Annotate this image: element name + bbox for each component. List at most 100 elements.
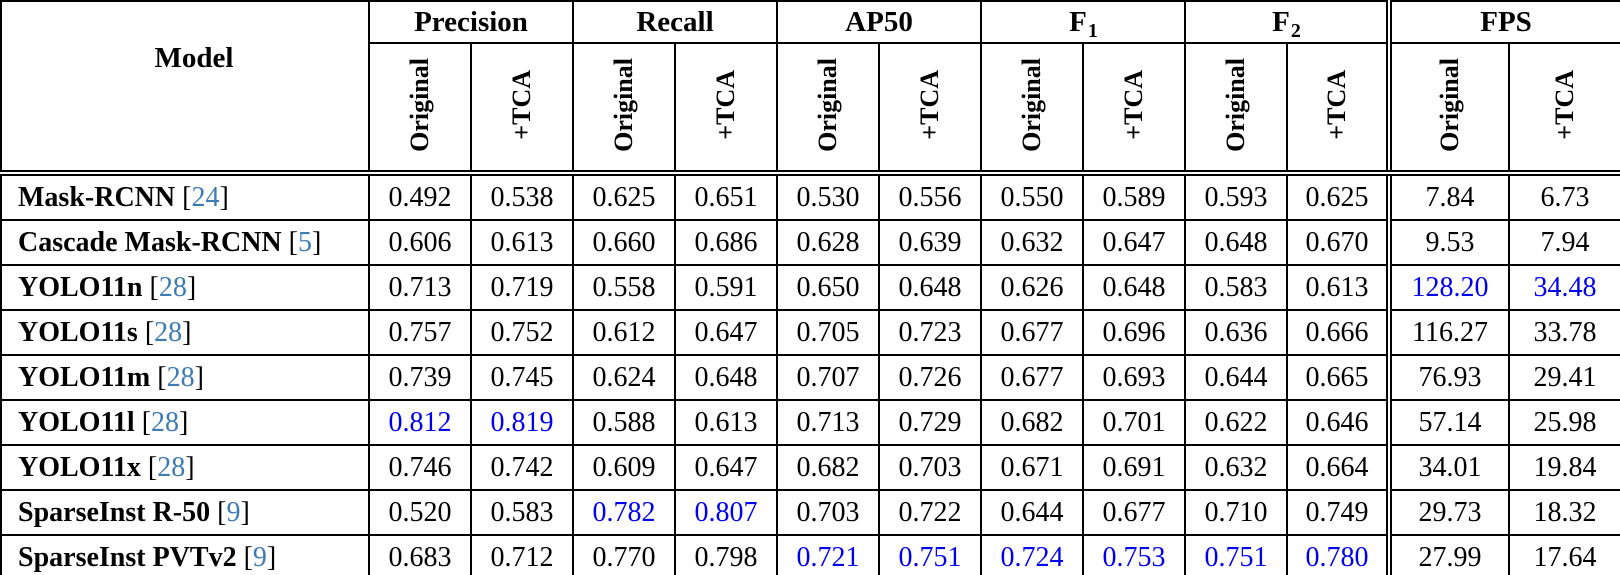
subheader-f2-tca: +TCA — [1286, 42, 1391, 176]
model-column-header: Model — [0, 0, 370, 176]
metric-value-cell: 0.626 — [980, 264, 1085, 311]
group-header-ap50: AP50 — [775, 0, 983, 44]
metric-value-cell: 0.683 — [368, 534, 472, 575]
table-row: YOLO11x [28] 0.746 0.742 0.609 0.647 0.682 0.7… — [0, 444, 1620, 491]
citation-link[interactable]: 28 — [157, 451, 186, 483]
metric-value-cell: 57.14 — [1386, 399, 1511, 446]
metric-value-cell: 0.686 — [674, 219, 778, 266]
citation-link[interactable]: 28 — [151, 406, 180, 438]
metric-value-cell: 0.726 — [877, 354, 983, 401]
header-group-row: Model Precision Recall AP50 F1 F2 FPS — [0, 0, 1620, 176]
metric-value-cell: 0.639 — [877, 219, 983, 266]
metric-value-cell: 0.644 — [1184, 354, 1289, 401]
metric-value-cell: 0.713 — [776, 399, 880, 446]
model-name: YOLO11m — [18, 361, 151, 393]
metric-value-cell: 0.646 — [1286, 399, 1391, 446]
subheader-precision-original: Original — [368, 42, 472, 176]
model-name-cell: YOLO11s [28] — [0, 309, 370, 356]
results-table-body: Mask-RCNN [24] 0.492 0.538 0.625 0.651 0.530 0… — [0, 172, 1620, 575]
rotated-label-original: Original — [405, 57, 434, 152]
metric-value-cell: 9.53 — [1386, 219, 1511, 266]
citation-link[interactable]: 28 — [166, 361, 195, 393]
metric-value-cell: 0.719 — [470, 264, 574, 311]
metric-value-cell: 0.677 — [1082, 489, 1187, 536]
model-name: YOLO11n — [18, 271, 143, 303]
group-header-subscript: 1 — [1087, 19, 1098, 42]
metric-value-cell: 0.703 — [877, 444, 983, 491]
metric-value-cell: 7.94 — [1508, 219, 1620, 266]
citation-link[interactable]: 24 — [191, 181, 220, 213]
table-row: YOLO11s [28] 0.757 0.752 0.612 0.647 0.705 0.7… — [0, 309, 1620, 356]
subheader-recall-original: Original — [572, 42, 676, 176]
metric-value-cell: 33.78 — [1508, 309, 1620, 356]
citation-link[interactable]: 9 — [252, 541, 267, 573]
metric-value-cell: 0.591 — [674, 264, 778, 311]
rotated-label-tca: +TCA — [507, 69, 536, 140]
citation-link[interactable]: 5 — [297, 226, 312, 258]
model-column-label: Model — [154, 41, 234, 74]
metric-value-cell: 0.622 — [1184, 399, 1289, 446]
metric-value-cell: 0.712 — [470, 534, 574, 575]
metric-value-cell: 0.739 — [368, 354, 472, 401]
metric-value-cell: 0.628 — [776, 219, 880, 266]
subheader-f1-original: Original — [980, 42, 1085, 176]
metric-value-cell: 0.613 — [1286, 264, 1391, 311]
subheader-precision-tca: +TCA — [470, 42, 574, 176]
metric-value-cell: 0.798 — [674, 534, 778, 575]
metric-value-cell: 17.64 — [1508, 534, 1620, 575]
metric-value-cell: 29.73 — [1386, 489, 1511, 536]
model-name-cell: Cascade Mask-RCNN [5] — [0, 219, 370, 266]
metric-value-cell: 0.751 — [1184, 534, 1289, 575]
metric-value-cell: 0.665 — [1286, 354, 1391, 401]
model-name: YOLO11x — [18, 451, 141, 483]
metric-value-cell: 0.648 — [1184, 219, 1289, 266]
table-row: SparseInst PVTv2 [9] 0.683 0.712 0.770 0.798… — [0, 534, 1620, 575]
metric-value-cell: 34.01 — [1386, 444, 1511, 491]
rotated-label-original: Original — [1017, 57, 1047, 152]
metric-value-cell: 0.624 — [572, 354, 676, 401]
metric-value-cell: 0.707 — [776, 354, 880, 401]
metric-value-cell: 0.677 — [980, 309, 1085, 356]
metric-value-cell: 0.721 — [776, 534, 880, 575]
table-row: YOLO11m [28] 0.739 0.745 0.624 0.648 0.707 0.7… — [0, 354, 1620, 401]
metric-value-cell: 18.32 — [1508, 489, 1620, 536]
metric-value-cell: 0.691 — [1082, 444, 1187, 491]
subheader-f1-tca: +TCA — [1082, 42, 1187, 176]
rotated-label-original: Original — [609, 57, 638, 152]
table-row: YOLO11l [28] 0.812 0.819 0.588 0.613 0.713 0.7… — [0, 399, 1620, 446]
model-name: YOLO11s — [18, 316, 138, 348]
metric-value-cell: 0.538 — [470, 172, 574, 221]
subheader-recall-tca: +TCA — [674, 42, 778, 176]
rotated-label-tca: +TCA — [1119, 69, 1149, 140]
rotated-label-tca: +TCA — [1322, 69, 1352, 140]
group-header-fps: FPS — [1386, 0, 1620, 44]
metric-value-cell: 0.752 — [470, 309, 574, 356]
rotated-label-original: Original — [813, 57, 842, 152]
metric-value-cell: 0.613 — [674, 399, 778, 446]
metric-value-cell: 6.73 — [1508, 172, 1620, 221]
metric-value-cell: 0.705 — [776, 309, 880, 356]
metric-value-cell: 0.556 — [877, 172, 983, 221]
subheader-fps-tca: +TCA — [1508, 42, 1620, 176]
model-name-cell: YOLO11l [28] — [0, 399, 370, 446]
metric-value-cell: 0.644 — [980, 489, 1085, 536]
metric-value-cell: 0.812 — [368, 399, 472, 446]
metric-value-cell: 0.550 — [980, 172, 1085, 221]
citation-link[interactable]: 28 — [154, 316, 183, 348]
metric-value-cell: 0.724 — [980, 534, 1085, 575]
citation-link[interactable]: 28 — [158, 271, 187, 303]
model-name-cell: SparseInst R-50 [9] — [0, 489, 370, 536]
model-name-cell: YOLO11n [28] — [0, 264, 370, 311]
metric-value-cell: 0.530 — [776, 172, 880, 221]
citation-link[interactable]: 9 — [226, 496, 241, 528]
metric-value-cell: 0.625 — [1286, 172, 1391, 221]
metric-value-cell: 19.84 — [1508, 444, 1620, 491]
metric-value-cell: 0.782 — [572, 489, 676, 536]
rotated-label-tca: +TCA — [711, 69, 740, 140]
metric-value-cell: 0.780 — [1286, 534, 1391, 575]
metric-value-cell: 0.625 — [572, 172, 676, 221]
metric-value-cell: 0.819 — [470, 399, 574, 446]
metric-value-cell: 0.670 — [1286, 219, 1391, 266]
group-header-f1: F1 — [980, 0, 1187, 44]
